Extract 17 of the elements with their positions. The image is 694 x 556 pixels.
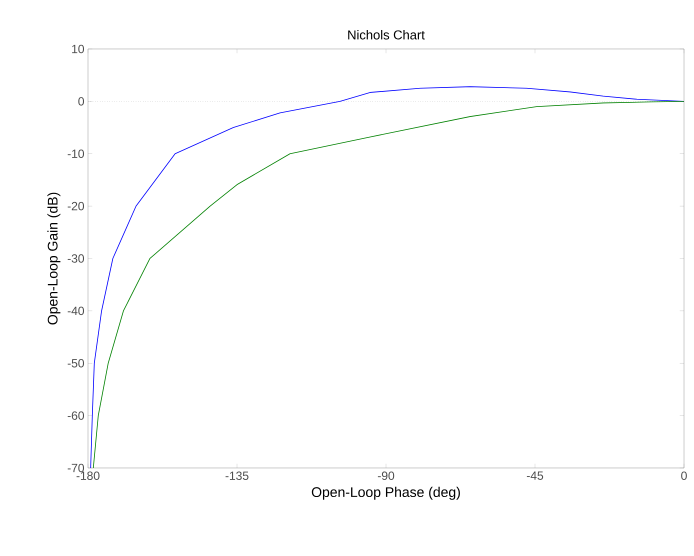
y-tick-label: -50 (68, 359, 84, 368)
y-tick-label: -30 (68, 254, 84, 263)
y-axis-title: Open-Loop Gain (dB) (47, 192, 60, 325)
y-tick-label: -70 (68, 464, 84, 472)
y-tick-label: -60 (68, 411, 84, 420)
chart-title: Nichols Chart (348, 30, 425, 40)
y-tick-label: -40 (68, 306, 84, 316)
x-tick-label: -45 (526, 472, 544, 480)
x-axis-title: Open-Loop Phase (deg) (312, 486, 460, 500)
x-tick-label: -135 (226, 472, 248, 480)
y-tick-label: 0 (78, 97, 84, 106)
x-tick-label: 0 (681, 472, 687, 480)
y-tick-label: -20 (68, 202, 84, 210)
x-tick-label: -180 (76, 472, 100, 480)
x-tick-label: -90 (378, 472, 394, 480)
y-tick-label: -10 (68, 150, 84, 158)
y-tick-label: 10 (72, 44, 84, 54)
